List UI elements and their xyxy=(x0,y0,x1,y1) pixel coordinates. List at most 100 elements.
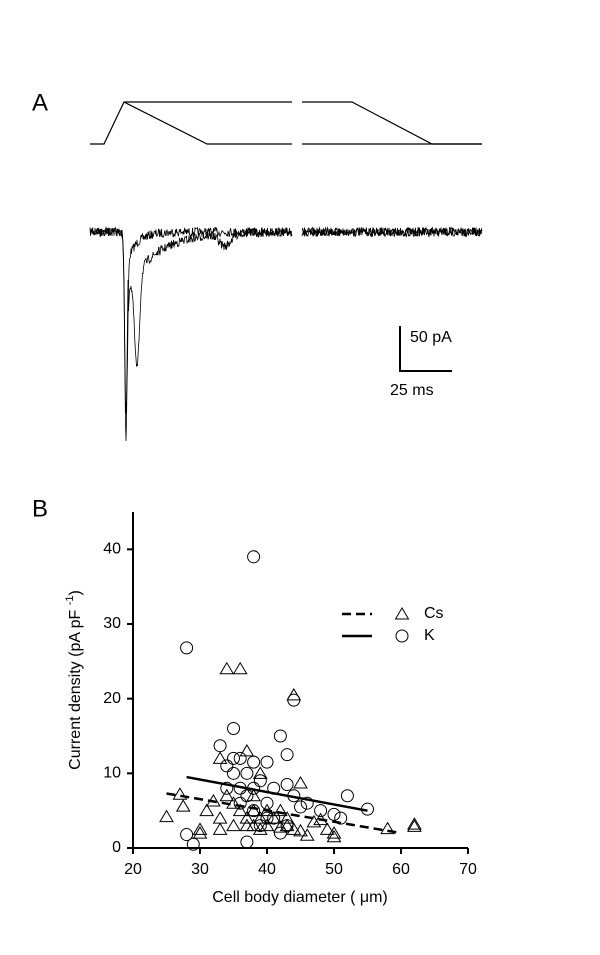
data-point xyxy=(227,766,240,780)
data-point xyxy=(232,661,248,675)
data-point xyxy=(266,811,282,824)
data-point xyxy=(220,759,234,773)
data-point xyxy=(252,822,268,835)
data-point xyxy=(287,693,301,707)
voltage-protocol xyxy=(90,101,482,145)
x-tick-label: 20 xyxy=(124,861,142,878)
data-point xyxy=(192,822,208,835)
fit-line xyxy=(186,775,368,812)
data-point xyxy=(247,804,261,818)
data-point xyxy=(253,819,267,833)
data-point xyxy=(180,828,194,842)
data-point xyxy=(260,796,274,810)
data-point xyxy=(280,778,294,792)
data-point xyxy=(212,822,228,835)
data-point xyxy=(294,800,307,814)
data-point xyxy=(239,743,255,757)
fit-line xyxy=(166,792,402,835)
data-point xyxy=(259,818,275,832)
panel-label: A xyxy=(32,89,48,116)
data-point xyxy=(246,788,261,802)
data-point xyxy=(226,796,241,809)
data-point xyxy=(247,755,261,769)
x-tick-label: 70 xyxy=(459,861,477,878)
data-point xyxy=(252,766,268,779)
current-trace xyxy=(301,226,483,238)
data-point xyxy=(247,550,261,564)
data-point xyxy=(280,748,294,762)
current-traces xyxy=(89,226,483,442)
data-point xyxy=(240,789,254,803)
current-trace xyxy=(301,226,483,238)
legend-label: Cs xyxy=(424,605,444,622)
data-point xyxy=(286,822,302,835)
data-point xyxy=(253,774,267,788)
current-trace xyxy=(89,226,293,442)
data-point xyxy=(199,803,215,817)
legend-marker xyxy=(394,607,410,620)
data-point xyxy=(407,817,422,830)
y-tick-label: 40 xyxy=(103,541,121,558)
y-label-text: Current density (pA pF xyxy=(67,610,84,770)
data-point xyxy=(246,803,261,817)
data-point xyxy=(186,837,200,851)
data-point xyxy=(273,803,288,817)
data-point xyxy=(279,818,295,832)
data-point xyxy=(219,788,235,802)
y-tick-label: 30 xyxy=(103,615,121,632)
data-point xyxy=(227,722,240,736)
data-point xyxy=(407,819,422,832)
data-point xyxy=(279,811,295,824)
data-point xyxy=(299,828,315,841)
legend-label: K xyxy=(424,627,435,644)
data-point xyxy=(260,811,274,825)
data-point xyxy=(326,826,342,839)
data-point xyxy=(172,787,188,800)
data-point xyxy=(240,766,254,780)
data-point xyxy=(212,751,228,764)
data-point xyxy=(246,818,261,832)
y-tick-label: 0 xyxy=(112,839,121,856)
data-point xyxy=(293,776,308,789)
data-point xyxy=(273,729,287,743)
data-point xyxy=(180,641,194,655)
data-point xyxy=(232,803,248,817)
data-point xyxy=(260,755,274,769)
x-tick-label: 30 xyxy=(191,861,209,878)
data-point xyxy=(273,820,288,833)
data-point xyxy=(267,811,281,825)
data-point xyxy=(213,739,227,753)
legend-marker xyxy=(395,629,409,643)
data-point xyxy=(280,819,294,833)
y-label-sup: -1 xyxy=(64,596,76,606)
data-point xyxy=(233,751,247,765)
data-point xyxy=(227,751,240,765)
y-axis-label: Current density (pA pF -1) xyxy=(64,590,84,770)
data-point xyxy=(240,835,254,849)
x-tick-label: 40 xyxy=(258,861,276,878)
data-point xyxy=(327,807,341,821)
x-tick-label: 50 xyxy=(325,861,343,878)
data-point xyxy=(319,822,335,835)
data-point xyxy=(239,818,255,832)
y-label-close: ) xyxy=(67,590,84,595)
y-tick-label: 10 xyxy=(103,765,121,782)
data-point xyxy=(233,796,247,810)
current-trace xyxy=(89,226,293,414)
data-point xyxy=(340,789,354,803)
data-point xyxy=(300,796,314,810)
data-point xyxy=(192,826,208,839)
data-point xyxy=(306,814,322,828)
data-point xyxy=(314,804,328,818)
scale-current: 50 pA xyxy=(410,329,452,346)
data-point xyxy=(293,823,308,837)
data-point xyxy=(252,811,268,824)
x-axis-label: Cell body diameter ( μm) xyxy=(212,889,388,906)
data-point xyxy=(380,821,395,835)
scale-bar xyxy=(399,326,452,372)
data-point xyxy=(239,811,255,824)
data-point xyxy=(219,661,235,675)
data-point xyxy=(286,687,302,701)
data-point xyxy=(212,811,228,824)
x-tick-label: 60 xyxy=(392,861,410,878)
